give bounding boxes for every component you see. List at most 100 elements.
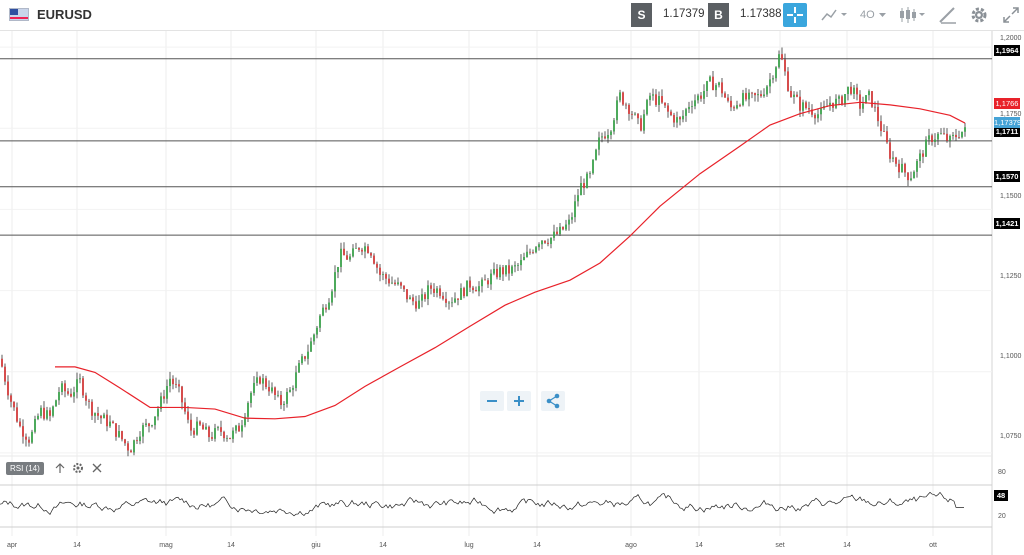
candle-body	[211, 437, 213, 439]
candle-body	[448, 302, 450, 304]
time-axis-label: set	[775, 542, 785, 549]
level-label[interactable]: 1,1570	[994, 171, 1020, 182]
candle-body	[40, 407, 42, 416]
candle-body	[28, 439, 30, 443]
candle-body	[952, 134, 954, 136]
candle-body	[862, 103, 864, 109]
candle-body	[859, 94, 861, 109]
candle-body	[4, 366, 6, 382]
candle-body	[307, 351, 309, 359]
candle-body	[532, 252, 534, 253]
candle-body	[37, 415, 39, 419]
candle-body	[109, 421, 111, 427]
level-label[interactable]: 1,1964	[994, 45, 1020, 56]
buy-price: 1.17388	[740, 8, 782, 20]
remove-indicator-button[interactable]	[91, 461, 103, 478]
candle-body	[343, 248, 345, 256]
candle-body	[541, 240, 543, 245]
candle-body	[778, 54, 780, 68]
candle-body	[391, 282, 393, 284]
candle-body	[148, 423, 150, 427]
candle-body	[649, 95, 651, 101]
period-selector[interactable]: 4O	[860, 5, 887, 25]
candle-body	[526, 251, 528, 257]
candle-body	[322, 307, 324, 316]
candle-body	[961, 131, 963, 138]
price-chart[interactable]	[0, 31, 1024, 555]
crosshair-button[interactable]	[783, 3, 807, 27]
candle-body	[583, 183, 585, 189]
candle-body	[904, 163, 906, 173]
candle-body	[643, 114, 645, 131]
candle-body	[955, 134, 957, 138]
candle-body	[124, 439, 126, 444]
candlestick-icon	[900, 7, 925, 23]
candle-body	[670, 111, 672, 116]
candle-body	[709, 76, 711, 82]
rsi-indicator-label[interactable]: RSI (14)	[6, 462, 44, 475]
candle-body	[619, 92, 621, 101]
settings-button[interactable]	[969, 5, 989, 25]
candle-body	[592, 159, 594, 174]
candle-body	[712, 76, 714, 91]
level-label[interactable]: 1,1711	[994, 126, 1020, 137]
candle-body	[301, 356, 303, 364]
candle-body	[175, 384, 177, 385]
candle-body	[64, 383, 66, 392]
plus-icon	[514, 396, 524, 406]
candle-body	[931, 135, 933, 142]
indicators-icon	[821, 9, 847, 21]
time-axis-label: 14	[843, 542, 851, 549]
candle-body	[172, 378, 174, 385]
candle-body	[421, 294, 423, 301]
candle-body	[940, 133, 942, 135]
candle-body	[673, 115, 675, 123]
candle-body	[745, 93, 747, 100]
time-axis-label: ott	[929, 542, 937, 549]
candle-body	[112, 421, 114, 424]
moving-average-tag: 1,1766	[994, 98, 1020, 109]
indicators-button[interactable]	[820, 5, 848, 25]
candle-body	[763, 94, 765, 97]
close-icon	[92, 463, 102, 473]
candle-body	[232, 430, 234, 439]
fullscreen-button[interactable]	[1002, 5, 1020, 25]
candle-body	[865, 95, 867, 104]
sell-button[interactable]: S	[631, 3, 652, 27]
candle-body	[880, 121, 882, 132]
candle-body	[730, 100, 732, 108]
candle-body	[586, 173, 588, 189]
toolbar: EURUSD S 1.17379 B 1.17388 4O	[0, 0, 1024, 31]
candle-body	[697, 95, 699, 101]
symbol-selector[interactable]: EURUSD	[9, 7, 92, 22]
zoom-in-button[interactable]	[507, 391, 531, 411]
candle-body	[412, 297, 414, 302]
candle-body	[388, 278, 390, 284]
candle-body	[913, 171, 915, 179]
candle-body	[790, 90, 792, 97]
zoom-out-button[interactable]	[480, 391, 504, 411]
candle-body	[49, 410, 51, 416]
candle-body	[79, 378, 81, 380]
candle-body	[706, 81, 708, 92]
candle-body	[205, 426, 207, 430]
candle-body	[385, 274, 387, 279]
move-up-button[interactable]	[54, 461, 66, 478]
buy-button[interactable]: B	[708, 3, 729, 27]
candle-body	[547, 242, 549, 244]
drawing-tools-button[interactable]	[938, 5, 958, 25]
chart-type-button[interactable]	[898, 5, 926, 25]
candle-body	[265, 378, 267, 387]
candle-body	[136, 440, 138, 442]
candle-body	[622, 92, 624, 105]
price-axis-tick: 1,1000	[1000, 353, 1022, 360]
minus-icon	[487, 400, 497, 402]
candle-body	[760, 94, 762, 97]
share-button[interactable]	[541, 391, 565, 411]
level-label[interactable]: 1,1421	[994, 218, 1020, 229]
candle-body	[688, 106, 690, 110]
drawing-pencil-icon	[939, 7, 956, 24]
indicator-settings-button[interactable]	[72, 461, 84, 478]
candle-body	[550, 237, 552, 244]
time-axis-label: mag	[159, 542, 173, 549]
